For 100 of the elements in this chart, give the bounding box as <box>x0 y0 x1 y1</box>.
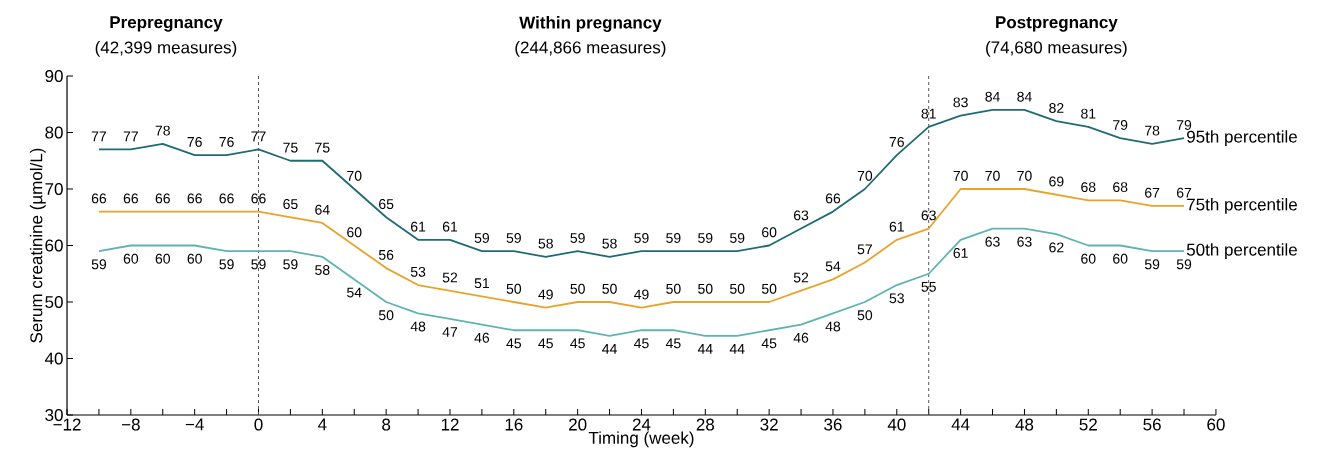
data-label: 59 <box>91 259 107 270</box>
data-label: 83 <box>953 97 968 108</box>
data-label: 63 <box>985 236 1000 247</box>
x-tick-label: −4 <box>185 418 204 431</box>
data-label: 61 <box>889 221 904 232</box>
data-label: 63 <box>921 210 936 221</box>
x-tick-label: 28 <box>696 418 715 431</box>
y-tick-label: 40 <box>44 352 63 365</box>
data-label: 46 <box>793 332 809 343</box>
data-label: 50 <box>602 283 617 294</box>
data-label: 59 <box>1176 259 1192 270</box>
data-label: 50 <box>730 283 745 294</box>
x-tick-label: 36 <box>824 418 842 431</box>
data-label: 76 <box>219 136 234 147</box>
data-label: 54 <box>347 287 362 298</box>
x-tick-label: −8 <box>121 418 140 431</box>
data-label: 70 <box>985 170 1000 181</box>
data-label: 45 <box>634 338 649 349</box>
data-label: 60 <box>155 253 171 264</box>
data-label: 48 <box>825 321 841 332</box>
data-label: 66 <box>825 193 841 204</box>
data-label: 59 <box>570 232 585 243</box>
data-label: 44 <box>729 344 745 354</box>
data-label: 81 <box>921 108 936 119</box>
data-label: 66 <box>219 193 234 204</box>
data-label: 52 <box>793 272 809 283</box>
data-label: 84 <box>985 91 1000 102</box>
data-label: 77 <box>251 131 266 142</box>
data-label: 70 <box>347 170 362 181</box>
data-label: 70 <box>1017 170 1032 181</box>
data-label: 63 <box>1017 236 1032 247</box>
data-label: 78 <box>155 125 170 136</box>
data-label: 60 <box>762 227 777 238</box>
data-label: 75 <box>283 142 298 153</box>
data-label: 61 <box>442 221 458 232</box>
data-label: 76 <box>889 136 904 147</box>
data-label: 57 <box>857 244 872 255</box>
x-axis-title: Timing (week) <box>588 431 694 448</box>
x-tick-label: 0 <box>254 418 263 431</box>
x-tick-label: 16 <box>505 418 523 431</box>
data-label: 50 <box>666 283 681 294</box>
data-label: 45 <box>506 338 522 349</box>
data-label: 49 <box>634 289 649 300</box>
data-label: 66 <box>187 193 202 204</box>
data-label: 44 <box>697 344 713 354</box>
y-tick-label: 90 <box>45 69 63 83</box>
data-label: 64 <box>315 204 330 215</box>
data-label: 65 <box>283 199 298 210</box>
data-label: 81 <box>1081 108 1096 119</box>
data-label: 45 <box>538 338 553 349</box>
data-label: 82 <box>1049 103 1064 113</box>
data-label: 59 <box>283 259 298 270</box>
data-label: 60 <box>347 227 362 238</box>
data-label: 66 <box>251 193 266 204</box>
data-label: 77 <box>91 131 107 142</box>
data-label: 58 <box>315 265 330 275</box>
text: (74,680 measures) <box>986 40 1127 57</box>
data-label: 79 <box>1176 119 1192 130</box>
data-label: 60 <box>187 253 202 264</box>
data-label: 59 <box>219 259 234 270</box>
data-label: 54 <box>825 261 841 272</box>
data-label: 58 <box>602 238 617 249</box>
data-label: 48 <box>410 321 426 332</box>
data-label: 59 <box>474 232 490 243</box>
data-label: 53 <box>889 293 904 304</box>
x-tick-label: 56 <box>1143 418 1161 431</box>
series-label: 95th percentile <box>1187 130 1297 147</box>
x-tick-label: 4 <box>318 418 327 431</box>
data-label: 69 <box>1049 176 1064 187</box>
x-tick-label: 32 <box>760 418 778 431</box>
data-label: 45 <box>665 338 681 349</box>
data-label: 66 <box>123 193 139 204</box>
data-label: 67 <box>1176 187 1192 198</box>
data-label: 62 <box>1049 242 1064 253</box>
data-label: 50 <box>698 283 713 294</box>
data-label: 66 <box>91 193 107 204</box>
x-tick-label: 52 <box>1079 418 1097 431</box>
x-tick-label: 20 <box>569 418 587 431</box>
data-label: 49 <box>538 289 553 300</box>
data-label: 45 <box>570 338 585 349</box>
data-label: 60 <box>1113 253 1128 264</box>
data-label: 59 <box>251 259 266 270</box>
data-label: 76 <box>187 136 202 147</box>
data-label: 63 <box>793 210 809 221</box>
data-label: 77 <box>123 131 138 142</box>
data-label: 47 <box>442 327 458 337</box>
data-label: 58 <box>538 238 553 249</box>
data-label: 51 <box>474 278 490 289</box>
x-tick-label: 60 <box>1207 418 1225 431</box>
x-tick-label: 8 <box>382 418 391 431</box>
data-label: 50 <box>857 310 873 321</box>
y-tick-label: 50 <box>45 295 63 309</box>
data-label: 70 <box>857 170 873 181</box>
y-tick-label: 60 <box>45 239 63 252</box>
data-label: 84 <box>1017 91 1032 102</box>
x-tick-label: 44 <box>951 418 970 431</box>
data-label: 50 <box>378 310 394 321</box>
data-label: 66 <box>155 193 170 204</box>
data-label: 53 <box>410 266 426 277</box>
data-label: 60 <box>1081 253 1096 264</box>
